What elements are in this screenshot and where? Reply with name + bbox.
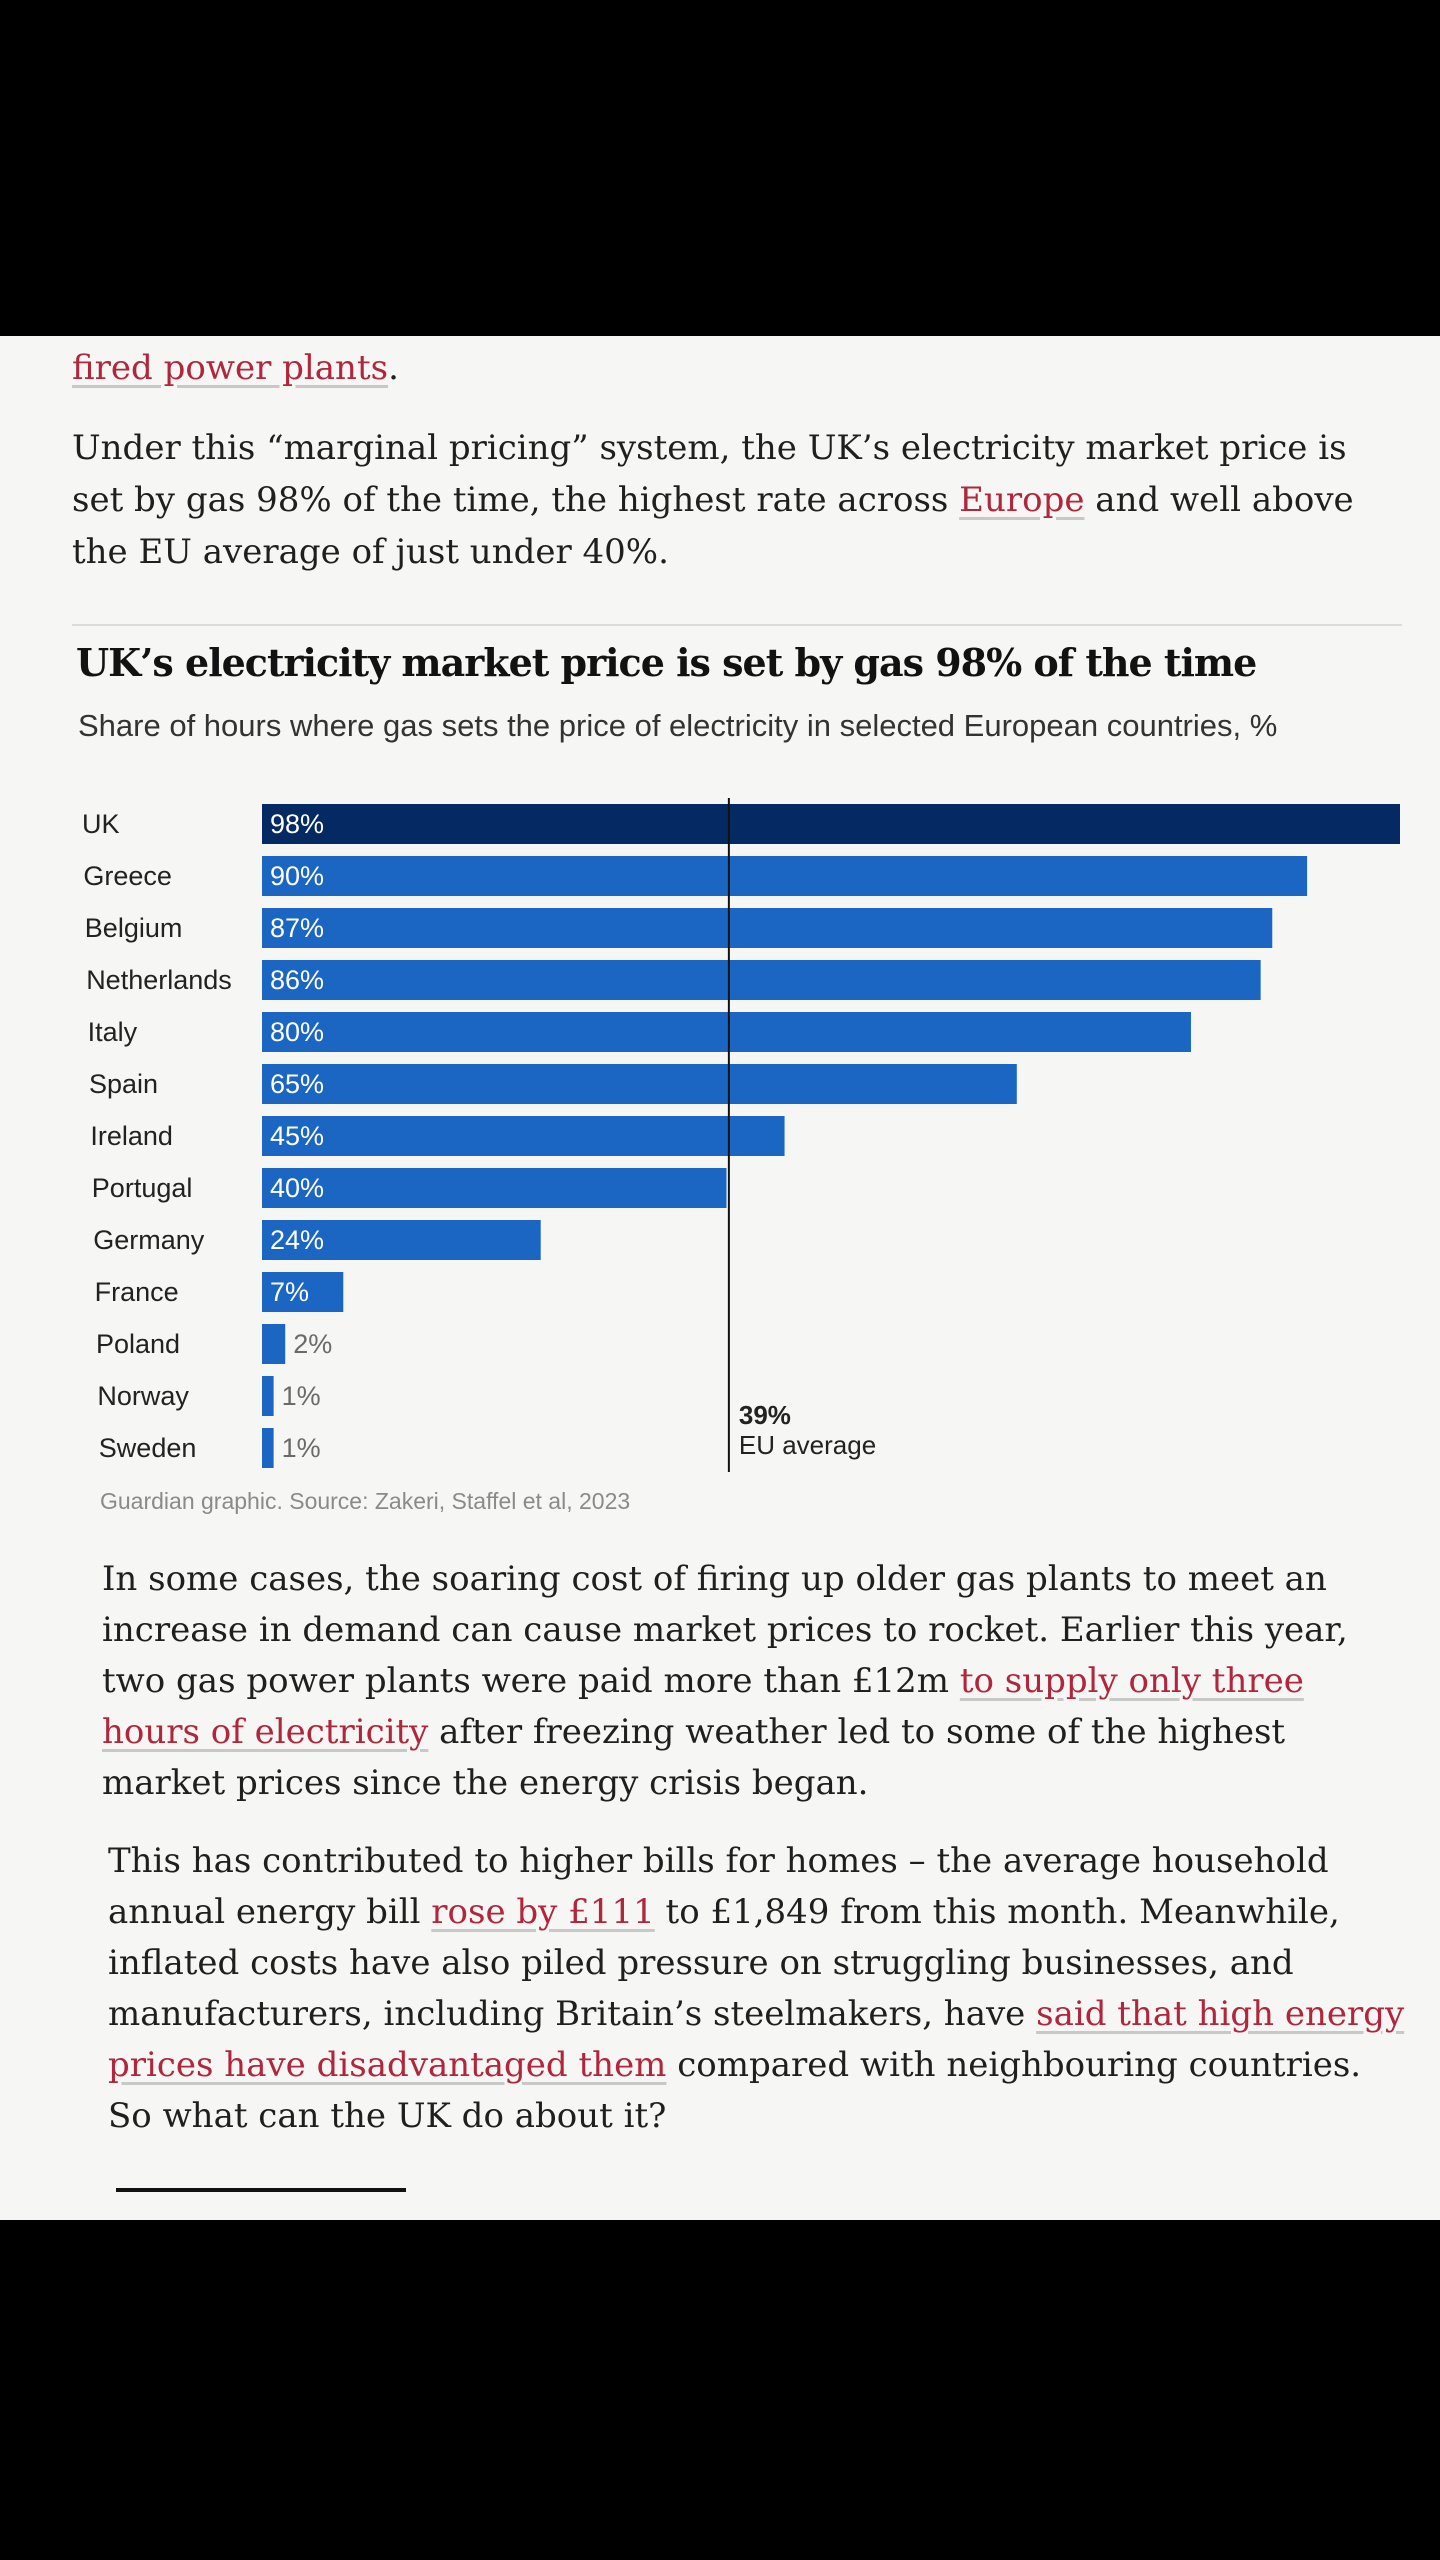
- category-label-spain: Spain: [89, 1069, 158, 1099]
- link-high-energy-prices[interactable]: said that high energy prices have disadv…: [108, 1994, 1405, 2085]
- bar-uk: [262, 804, 1400, 844]
- bar-netherlands: [262, 960, 1261, 1000]
- category-label-netherlands: Netherlands: [86, 965, 232, 995]
- bar-belgium: [262, 908, 1273, 948]
- value-label-spain: 65%: [270, 1069, 324, 1099]
- value-label-greece: 90%: [270, 861, 324, 891]
- category-label-ireland: Ireland: [90, 1121, 173, 1151]
- chart-top-rule: [72, 624, 1402, 626]
- category-label-uk: UK: [82, 809, 120, 839]
- link-fired-power-plants[interactable]: fired power plants: [72, 348, 389, 388]
- value-label-italy: 80%: [270, 1017, 324, 1047]
- value-label-belgium: 87%: [270, 913, 324, 943]
- link-three-hours-of-electricity[interactable]: to supply only three hours of electricit…: [102, 1661, 1304, 1752]
- bar-chart: UK 98% Greece 90% Belgium 87% Netherlands 86% It…: [82, 798, 1400, 1472]
- category-label-greece: Greece: [83, 861, 172, 891]
- bar-sweden: [262, 1428, 274, 1468]
- bar-germany: [262, 1220, 541, 1260]
- bar-spain: [262, 1064, 1017, 1104]
- value-label-norway: 1%: [282, 1381, 321, 1411]
- article-paragraph: In some cases, the soaring cost of firin…: [102, 1559, 1348, 1803]
- bar-norway: [262, 1376, 274, 1416]
- bar-portugal: [262, 1168, 727, 1208]
- article-paragraph: This has contributed to higher bills for…: [108, 1841, 1405, 2136]
- chart-source: Guardian graphic. Source: Zakeri, Staffe…: [100, 1488, 631, 1514]
- bar-italy: [262, 1012, 1191, 1052]
- category-label-italy: Italy: [88, 1017, 138, 1047]
- category-label-portugal: Portugal: [92, 1173, 193, 1203]
- category-label-germany: Germany: [93, 1225, 205, 1255]
- eu-average-text-label: EU average: [739, 1430, 876, 1460]
- value-label-germany: 24%: [270, 1225, 324, 1255]
- eu-average-value-label: 39%: [739, 1400, 791, 1430]
- category-label-poland: Poland: [96, 1329, 180, 1359]
- value-label-poland: 2%: [293, 1329, 332, 1359]
- value-label-ireland: 45%: [270, 1121, 324, 1151]
- bar-poland: [262, 1324, 286, 1364]
- article-page: fired power plants. Under this “marginal…: [0, 336, 1440, 2220]
- article-paragraph-fragment: fired power plants.: [72, 348, 399, 388]
- category-label-france: France: [95, 1277, 179, 1307]
- value-label-france: 7%: [270, 1277, 309, 1307]
- section-divider: [116, 2188, 406, 2192]
- value-label-netherlands: 86%: [270, 965, 324, 995]
- value-label-uk: 98%: [270, 809, 324, 839]
- bar-greece: [262, 856, 1308, 896]
- category-label-norway: Norway: [97, 1381, 189, 1411]
- bar-ireland: [262, 1116, 785, 1156]
- link-rose-by-111[interactable]: rose by £111: [431, 1892, 655, 1932]
- bar-france: [262, 1272, 344, 1312]
- category-label-sweden: Sweden: [99, 1433, 197, 1463]
- chart-subtitle: Share of hours where gas sets the price …: [78, 708, 1278, 743]
- value-label-portugal: 40%: [270, 1173, 324, 1203]
- category-label-belgium: Belgium: [85, 913, 183, 943]
- chart-title: UK’s electricity market price is set by …: [76, 640, 1257, 685]
- value-label-sweden: 1%: [282, 1433, 321, 1463]
- link-europe[interactable]: Europe: [959, 480, 1085, 520]
- article-paragraph: Under this “marginal pricing” system, th…: [72, 428, 1354, 572]
